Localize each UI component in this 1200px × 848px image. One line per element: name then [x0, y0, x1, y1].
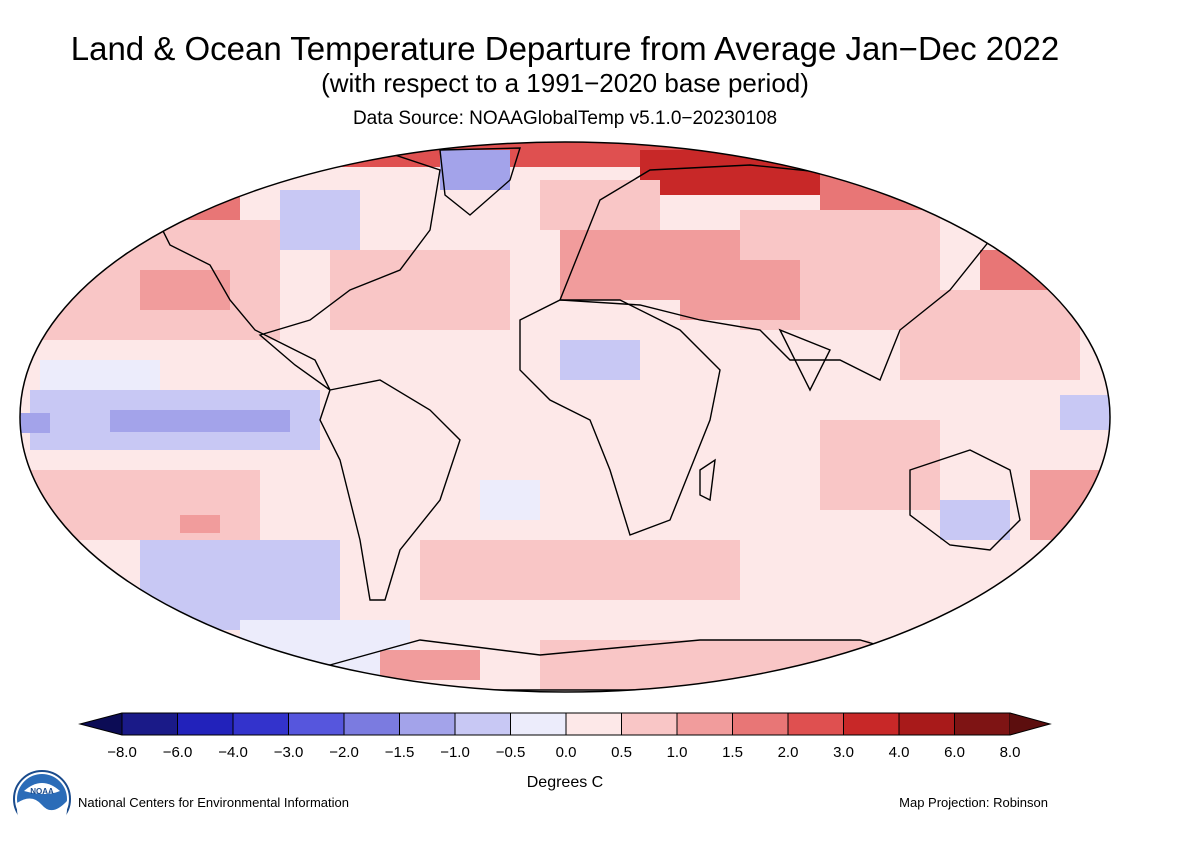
anomaly-cell — [1030, 470, 1100, 540]
anomaly-cell — [900, 290, 1080, 380]
colorbar-tick-label: 1.5 — [722, 744, 743, 761]
map-title: Land & Ocean Temperature Departure from … — [70, 30, 1060, 67]
colorbar-overflow-arrow — [1010, 713, 1050, 735]
anomaly-cell — [820, 420, 940, 510]
colorbar-cell — [232, 712, 289, 736]
anomaly-cell — [180, 515, 220, 533]
logo-bird-icon — [24, 783, 60, 794]
anomaly-cell — [20, 413, 50, 433]
colorbar-tick-label: 0.5 — [611, 744, 632, 761]
colorbar-tick-label: 0.0 — [555, 744, 577, 761]
anomaly-cell — [280, 190, 360, 250]
colorbar-tick-label: 1.0 — [666, 744, 688, 761]
anomaly-cell — [680, 260, 800, 320]
colorbar-tick-label: −8.0 — [107, 744, 137, 761]
projection-text: Map Projection: Robinson — [899, 795, 1048, 810]
colorbar-cell — [454, 712, 511, 736]
colorbar-cell — [510, 712, 567, 736]
anomaly-cell — [540, 180, 660, 230]
colorbar-cell — [177, 712, 234, 736]
colorbar-cell — [621, 712, 678, 736]
anomaly-cell — [480, 480, 540, 520]
colorbar — [78, 712, 1052, 736]
colorbar-tick-label: −6.0 — [162, 744, 193, 761]
anomaly-cell — [980, 250, 1080, 290]
anomaly-cell — [40, 360, 160, 390]
colorbar-tick-label: 4.0 — [888, 744, 910, 761]
noaa-logo: NOAA — [13, 770, 71, 834]
data-source: Data Source: NOAAGlobalTemp v5.1.0−20230… — [352, 108, 778, 129]
colorbar-tick-label: −4.0 — [218, 744, 248, 761]
anomaly-cell — [140, 270, 230, 310]
colorbar-cell — [343, 712, 400, 736]
anomaly-cell — [560, 340, 640, 380]
map-subtitle: (with respect to a 1991−2020 base period… — [321, 68, 809, 98]
anomaly-cell — [330, 250, 510, 330]
anomaly-cell — [30, 470, 260, 540]
colorbar-cell — [898, 712, 955, 736]
colorbar-tick-label: −2.0 — [329, 744, 359, 761]
colorbar-cell — [843, 712, 900, 736]
anomaly-cell — [100, 160, 240, 220]
svg-text:NOAA: NOAA — [30, 787, 54, 796]
anomaly-cell — [820, 165, 1080, 215]
credit-text: National Centers for Environmental Infor… — [78, 795, 349, 810]
colorbar-tick-label: 6.0 — [944, 744, 965, 761]
anomaly-cell — [940, 500, 1010, 540]
colorbar-cell — [565, 712, 622, 736]
colorbar-border-right — [1009, 712, 1052, 736]
colorbar-cell — [288, 712, 345, 736]
colorbar-units: Degrees C — [526, 774, 604, 791]
eurasia — [558, 164, 991, 381]
colorbar-cell — [787, 712, 844, 736]
colorbar-tick-label: 3.0 — [833, 744, 854, 761]
colorbar-tick-label: 2.0 — [777, 744, 799, 761]
anomaly-map — [20, 142, 1110, 692]
anomaly-cell — [440, 150, 510, 190]
antarctica — [239, 639, 933, 691]
colorbar-cell — [732, 712, 789, 736]
colorbar-cell — [676, 712, 733, 736]
australia — [909, 449, 1021, 551]
anomaly-cell — [380, 650, 480, 680]
anomaly-cell — [110, 410, 290, 432]
colorbar-border-left — [78, 712, 123, 736]
colorbar-tick-label: −1.5 — [384, 744, 415, 761]
madagascar — [699, 458, 716, 502]
colorbar-cell — [121, 712, 178, 736]
anomaly-cell — [140, 540, 340, 630]
india — [778, 328, 831, 392]
south-america — [319, 379, 461, 601]
colorbar-tick-label: −3.0 — [273, 744, 304, 761]
colorbar-cell — [399, 712, 456, 736]
anomaly-cell — [420, 540, 740, 600]
anomaly-cell — [200, 142, 960, 167]
greenland — [439, 147, 521, 216]
colorbar-cell — [954, 712, 1011, 736]
colorbar-tick-label: −1.0 — [440, 744, 470, 761]
colorbar-tick-label: −0.5 — [495, 744, 526, 761]
logo-wave-icon — [17, 798, 67, 834]
colorbar-tick-label: 8.0 — [999, 744, 1021, 761]
colorbar-underflow-arrow — [80, 713, 122, 735]
globe-outline — [19, 141, 1111, 693]
anomaly-cell — [1060, 395, 1110, 430]
